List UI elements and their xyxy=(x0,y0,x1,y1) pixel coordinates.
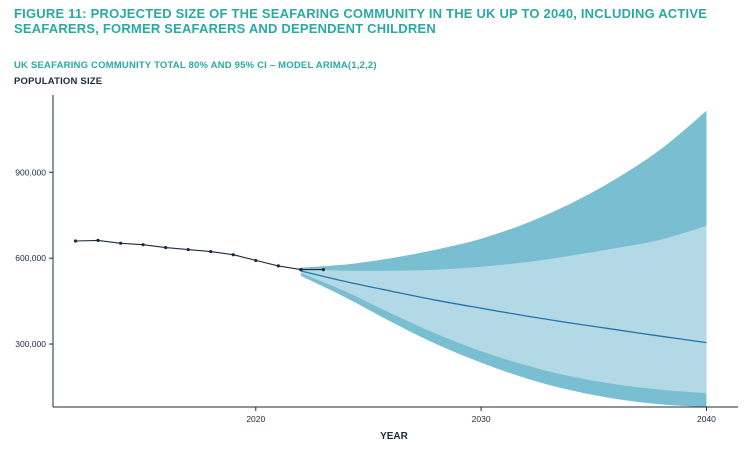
ci80-band xyxy=(300,225,707,394)
x-tick-label: 2040 xyxy=(697,414,716,424)
history-point xyxy=(186,247,190,252)
history-point xyxy=(73,239,78,243)
history-point xyxy=(276,264,280,268)
confidence-bands xyxy=(300,110,707,407)
history-point xyxy=(231,253,235,257)
x-tick-label: 2020 xyxy=(246,414,265,424)
history-point xyxy=(141,243,145,247)
y-tick-label: 300,000 xyxy=(15,339,46,349)
history-point xyxy=(254,258,258,263)
chart-subtitle: UK SEAFARING COMMUNITY TOTAL 80% AND 95%… xyxy=(14,60,377,71)
ticks: 300,000 600,000 900,000 2020 2030 2040 xyxy=(15,167,716,424)
series-lines xyxy=(73,238,707,344)
history-point xyxy=(96,238,100,243)
forecast-start-point xyxy=(321,268,325,272)
x-axis-label: YEAR xyxy=(380,431,409,442)
x-tick-label: 2030 xyxy=(472,414,491,424)
y-axis-label: POPULATION SIZE xyxy=(14,76,103,87)
y-tick-label: 600,000 xyxy=(15,253,46,263)
forecast-mean-line xyxy=(300,270,707,344)
history-line xyxy=(75,239,301,271)
history-point xyxy=(164,245,168,250)
forecast-start-point xyxy=(299,268,303,272)
history-point xyxy=(209,249,213,254)
y-tick-label: 900,000 xyxy=(15,167,46,177)
axes xyxy=(52,95,738,408)
history-point xyxy=(118,241,123,245)
figure-title: FIGURE 11: PROJECTED SIZE OF THE SEAFARI… xyxy=(14,6,708,36)
